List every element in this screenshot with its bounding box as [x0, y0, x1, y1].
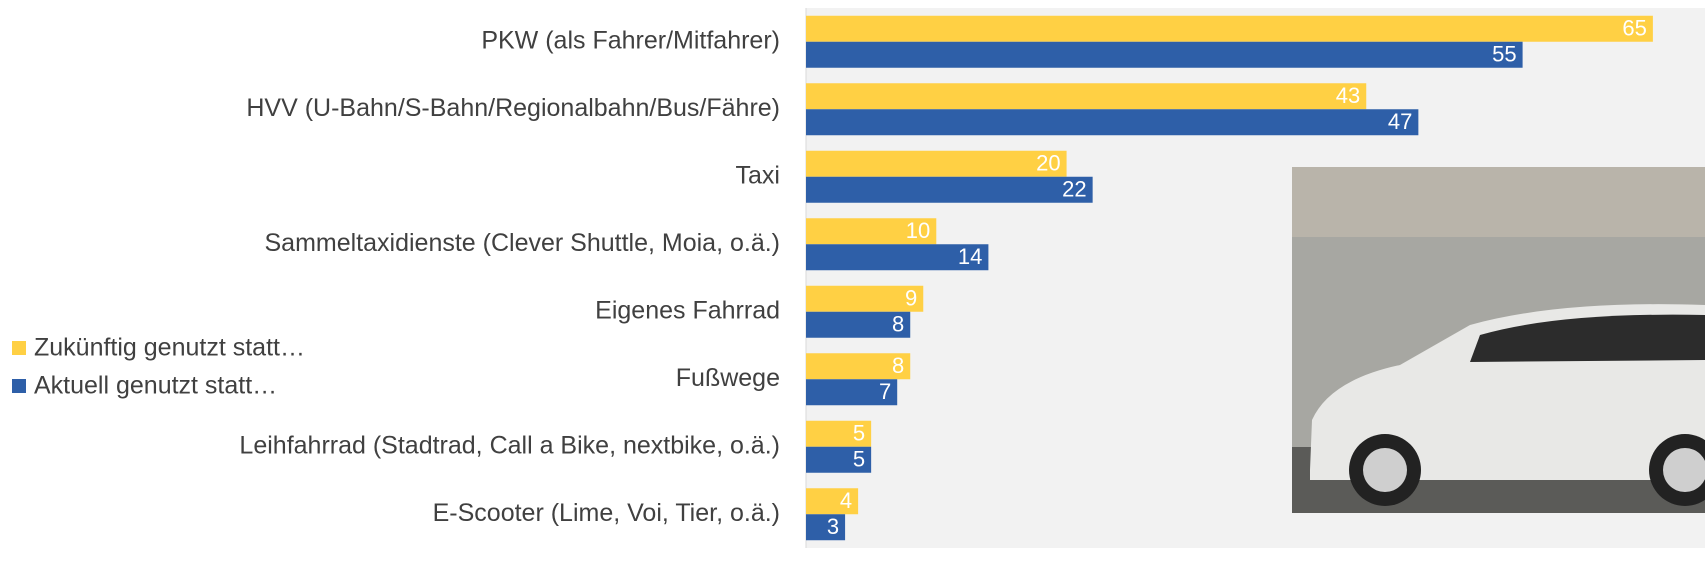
value-label: 4	[840, 488, 852, 513]
value-label: 7	[879, 379, 891, 404]
category-label: HVV (U-Bahn/S-Bahn/Regionalbahn/Bus/Fähr…	[246, 94, 780, 122]
value-label: 14	[958, 244, 982, 269]
category-label: Fußwege	[676, 364, 780, 392]
bar	[806, 488, 859, 515]
bar	[806, 176, 1093, 203]
bar	[806, 311, 911, 338]
bar	[806, 420, 872, 447]
category-label: Leihfahrrad (Stadtrad, Call a Bike, next…	[239, 431, 780, 459]
category-label: PKW (als Fahrer/Mitfahrer)	[481, 26, 780, 54]
bar	[806, 109, 1419, 136]
bar	[806, 218, 937, 245]
bar	[806, 150, 1067, 177]
value-label: 43	[1336, 83, 1360, 108]
bar	[806, 15, 1653, 42]
category-label: E-Scooter (Lime, Voi, Tier, o.ä.)	[433, 499, 780, 527]
value-label: 8	[892, 312, 904, 337]
photo	[1292, 167, 1705, 513]
bar	[806, 83, 1367, 110]
legend-swatch	[12, 379, 26, 393]
value-label: 55	[1492, 42, 1516, 67]
value-label: 20	[1036, 151, 1060, 176]
legend-label: Zukünftig genutzt statt…	[34, 334, 305, 362]
value-label: 5	[853, 421, 865, 446]
category-label: Sammeltaxidienste (Clever Shuttle, Moia,…	[265, 229, 781, 257]
bar	[806, 446, 872, 473]
bar	[806, 41, 1523, 68]
category-label: Taxi	[736, 161, 780, 189]
value-label: 9	[905, 286, 917, 311]
bar	[806, 353, 911, 380]
value-label: 22	[1062, 177, 1086, 202]
value-label: 5	[853, 447, 865, 472]
value-label: 3	[827, 514, 839, 539]
bar	[806, 379, 898, 406]
bar	[806, 514, 846, 541]
bar	[806, 285, 924, 312]
value-label: 10	[906, 218, 930, 243]
value-label: 65	[1622, 16, 1646, 41]
value-label: 47	[1388, 109, 1412, 134]
bar	[806, 244, 989, 271]
legend-swatch	[12, 341, 26, 355]
category-label: Eigenes Fahrrad	[595, 296, 780, 324]
value-label: 8	[892, 353, 904, 378]
legend-label: Aktuell genutzt statt…	[34, 372, 277, 400]
